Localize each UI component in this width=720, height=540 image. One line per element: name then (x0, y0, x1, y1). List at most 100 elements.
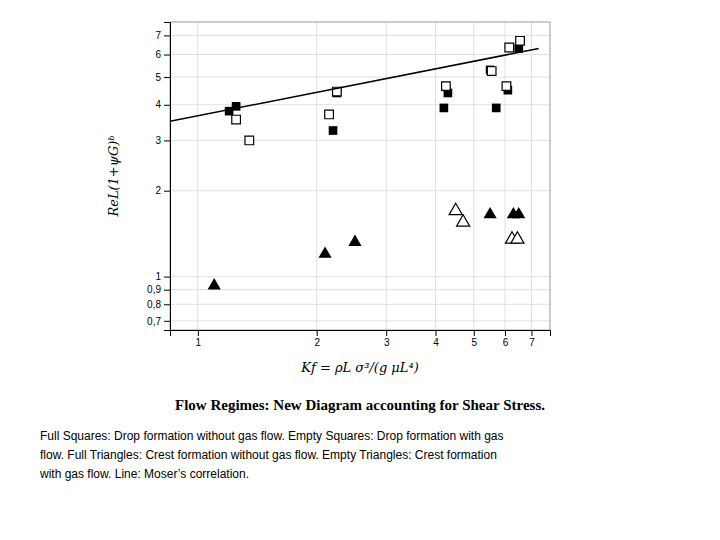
y-tick: 0,9 (147, 284, 170, 295)
x-tick: 6 (503, 330, 509, 348)
y-tick-mark (164, 55, 170, 56)
marks (170, 37, 539, 290)
point (484, 207, 497, 218)
y-tick-label: 0,8 (147, 299, 161, 310)
x-tick-mark (474, 330, 475, 336)
point (245, 136, 254, 145)
point (492, 104, 501, 113)
y-tick-label: 5 (155, 72, 161, 83)
x-tick-label: 1 (196, 337, 202, 348)
x-tick: 1 (196, 330, 202, 348)
y-tick-mark (164, 277, 170, 278)
point (318, 246, 331, 257)
y-tick-mark (164, 77, 170, 78)
caption-line: Full Squares: Drop formation without gas… (40, 429, 504, 443)
grid-line-x (473, 22, 474, 330)
y-tick-label: 6 (155, 49, 161, 60)
grid-line-y (170, 276, 550, 277)
series-2 (208, 207, 526, 289)
series-0 (225, 44, 523, 135)
point (329, 126, 338, 135)
x-tick-label: 5 (471, 337, 477, 348)
x-axis-title: Kf = ρL σ³/(g μL⁴) (300, 360, 418, 375)
y-tick-label: 3 (155, 135, 161, 146)
x-axis: 1 2 3 4 5 6 7 (171, 330, 551, 348)
y-tick: 2 (155, 185, 170, 196)
point (487, 67, 496, 76)
y-tick: 4 (155, 99, 170, 110)
y-tick-label: 0,9 (147, 284, 161, 295)
x-axis-line (171, 331, 551, 337)
point (449, 203, 462, 214)
grid (170, 22, 550, 330)
y-tick-label: 2 (155, 185, 161, 196)
y-axis-line (164, 23, 171, 331)
point (505, 43, 514, 52)
x-tick-label: 7 (529, 337, 535, 348)
x-tick: 7 (529, 330, 535, 348)
point (440, 104, 449, 113)
grid-line-y (170, 77, 550, 78)
x-tick-mark (505, 330, 506, 336)
grid-line-y (170, 140, 550, 141)
grid-line-y (170, 320, 550, 321)
plot: 1 2 3 4 5 6 7 0,7 0,8 0,9 1 2 3 4 5 6 7 (147, 22, 550, 348)
y-tick: 0,8 (147, 299, 170, 310)
y-tick: 1 (155, 271, 170, 282)
point (442, 82, 451, 91)
y-tick-mark (164, 105, 170, 106)
x-tick-label: 4 (433, 337, 439, 348)
point (511, 232, 524, 243)
caption-line: flow. Full Triangles: Crest formation wi… (40, 448, 497, 462)
correlation-line (170, 48, 539, 121)
series-3 (449, 203, 524, 243)
x-tick-label: 6 (503, 337, 509, 348)
y-tick: 7 (155, 30, 170, 41)
x-tick-mark (531, 330, 532, 336)
y-tick-mark (164, 321, 170, 322)
y-tick: 3 (155, 135, 170, 146)
point (325, 110, 334, 119)
chart: 1 2 3 4 5 6 7 0,7 0,8 0,9 1 2 3 4 5 6 7 ReL(1+ψG)ᵇ Kf = ρL… (0, 0, 720, 540)
x-tick-label: 3 (384, 337, 390, 348)
x-tick: 3 (384, 330, 390, 348)
x-tick-mark (386, 330, 387, 336)
y-tick-label: 4 (155, 99, 161, 110)
grid-line-y (170, 54, 550, 55)
y-tick-mark (164, 304, 170, 305)
grid-line-y (170, 304, 550, 305)
x-tick-mark (436, 330, 437, 336)
x-tick: 4 (433, 330, 439, 348)
y-axis: 0,7 0,8 0,9 1 2 3 4 5 6 7 (147, 23, 170, 331)
point (502, 82, 511, 91)
point (512, 207, 525, 218)
caption-line: with gas flow. Line: Moser’s correlation… (39, 467, 249, 481)
x-tick: 2 (314, 330, 320, 348)
y-tick-label: 1 (155, 271, 161, 282)
grid-line-y (170, 289, 550, 290)
x-tick-mark (198, 330, 199, 336)
y-tick-mark (164, 191, 170, 192)
grid-line-x (197, 22, 198, 330)
point (457, 215, 470, 226)
y-tick: 5 (155, 72, 170, 83)
x-tick-mark (317, 330, 318, 336)
grid-line-x (505, 22, 506, 330)
grid-line-x (531, 22, 532, 330)
y-tick: 0,7 (147, 316, 170, 327)
x-tick-label: 2 (314, 337, 320, 348)
y-tick-label: 0,7 (147, 316, 161, 327)
x-tick: 5 (471, 330, 477, 348)
grid-line-x (386, 22, 387, 330)
point (208, 278, 221, 289)
series-1 (232, 37, 525, 145)
point (348, 235, 361, 246)
y-tick-mark (164, 140, 170, 141)
y-tick: 6 (155, 49, 170, 60)
y-axis-title: ReL(1+ψG)ᵇ (106, 135, 121, 217)
grid-line-y (170, 35, 550, 36)
y-tick-mark (164, 290, 170, 291)
point (232, 115, 241, 124)
point (516, 37, 525, 46)
y-tick-mark (164, 35, 170, 36)
